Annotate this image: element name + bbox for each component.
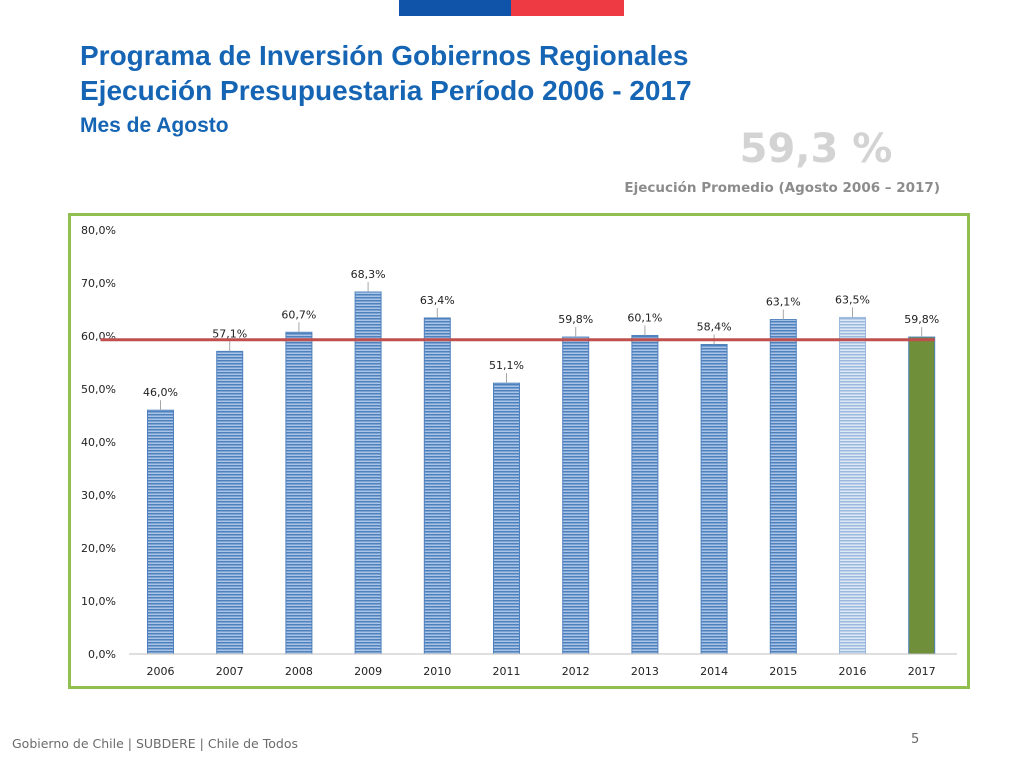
data-label-2009: 68,3% — [351, 268, 386, 281]
bar-2007 — [216, 350, 244, 655]
y-tick-label: 30,0% — [81, 489, 116, 502]
bar-chart: 0,0%10,0%20,0%30,0%40,0%50,0%60,0%70,0%8… — [81, 224, 957, 678]
bar-2015 — [769, 319, 797, 655]
x-tick-label-2008: 2008 — [285, 665, 313, 678]
bar-2014 — [700, 343, 728, 655]
flag-red-block — [511, 0, 624, 16]
x-tick-label-2006: 2006 — [147, 665, 175, 678]
page-number: 5 — [911, 732, 920, 747]
bar-2009 — [354, 291, 382, 655]
data-label-2017: 59,8% — [904, 313, 939, 326]
x-tick-label-2017: 2017 — [908, 665, 936, 678]
y-tick-label: 40,0% — [81, 436, 116, 449]
bar-2012 — [562, 336, 590, 655]
average-caption: Ejecución Promedio (Agosto 2006 – 2017) — [624, 180, 940, 196]
data-label-2008: 60,7% — [281, 308, 316, 321]
x-tick-label-2011: 2011 — [493, 665, 521, 678]
bar-2006 — [147, 409, 174, 655]
x-tick-label-2012: 2012 — [562, 665, 590, 678]
data-label-2011: 51,1% — [489, 359, 524, 372]
bar-2013 — [631, 334, 659, 655]
bar-2016 — [839, 316, 866, 655]
y-tick-label: 0,0% — [88, 648, 116, 661]
x-tick-label-2014: 2014 — [700, 665, 728, 678]
y-tick-label: 80,0% — [81, 224, 116, 237]
bar-2011 — [493, 382, 520, 655]
footer-text: Gobierno de Chile | SUBDERE | Chile de T… — [12, 736, 298, 751]
x-tick-label-2007: 2007 — [216, 665, 244, 678]
y-tick-label: 70,0% — [81, 277, 116, 290]
y-tick-label: 20,0% — [81, 542, 116, 555]
bar-2017 — [908, 336, 936, 655]
data-label-2016: 63,5% — [835, 293, 870, 306]
x-tick-label-2016: 2016 — [839, 665, 867, 678]
y-tick-label: 10,0% — [81, 595, 116, 608]
chile-flag-stripe — [399, 0, 624, 16]
bar-2010 — [423, 317, 451, 655]
x-tick-label-2013: 2013 — [631, 665, 659, 678]
title-line-2: Ejecución Presupuestaria Período 2006 - … — [80, 75, 692, 106]
data-label-2013: 60,1% — [627, 311, 662, 324]
bar-2008 — [285, 331, 313, 655]
flag-blue-block — [399, 0, 511, 16]
average-percentage: 59,3 % — [739, 126, 893, 172]
chart-frame: 0,0% 10,0% 20,0% 30,0% 40,0% 50,0% 60,0% 70,0% 8… — [68, 213, 970, 689]
slide-subtitle: Mes de Agosto — [80, 114, 229, 137]
x-tick-label-2015: 2015 — [769, 665, 797, 678]
data-label-2007: 57,1% — [212, 327, 247, 340]
x-tick-label-2009: 2009 — [354, 665, 382, 678]
y-tick-label: 50,0% — [81, 383, 116, 396]
data-label-2012: 59,8% — [558, 313, 593, 326]
data-label-2010: 63,4% — [420, 294, 455, 307]
data-label-2015: 63,1% — [766, 296, 801, 309]
x-tick-label-2010: 2010 — [423, 665, 451, 678]
slide-title: Programa de Inversión Gobiernos Regional… — [80, 38, 692, 108]
data-label-2006: 46,0% — [143, 386, 178, 399]
data-label-2014: 58,4% — [697, 320, 732, 333]
title-line-1: Programa de Inversión Gobiernos Regional… — [80, 40, 689, 71]
